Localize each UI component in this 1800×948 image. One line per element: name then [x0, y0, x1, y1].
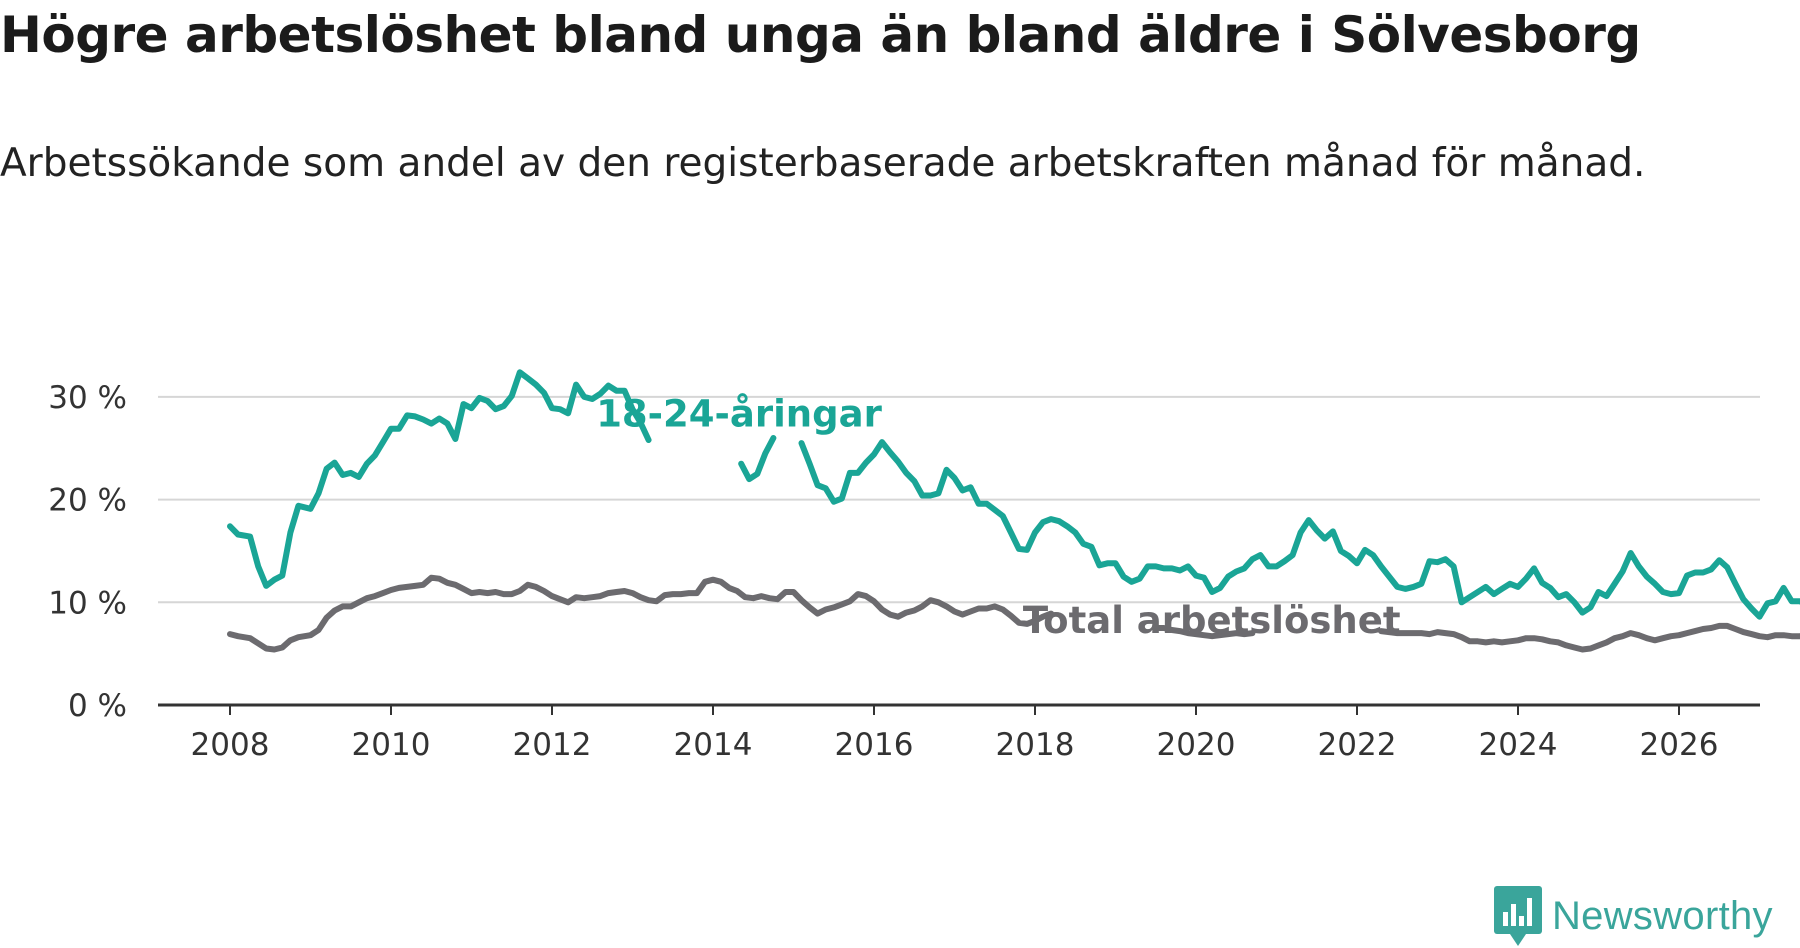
series-line-total: [227, 574, 1055, 653]
series-label-youth: 18-24-åringar: [596, 392, 882, 435]
series-line-youth: [738, 435, 777, 483]
y-tick-label: 0 %: [68, 688, 127, 724]
y-tick-label: 10 %: [48, 585, 127, 621]
x-tick-label: 2026: [1640, 727, 1719, 763]
chart-title: Högre arbetslöshet bland unga än bland ä…: [0, 6, 1641, 64]
x-tick-label: 2020: [1157, 727, 1236, 763]
x-tick-label: 2018: [996, 727, 1075, 763]
x-tick-label: 2022: [1318, 727, 1397, 763]
series-line-total: [1152, 625, 1256, 640]
brand-logo: Newsworthy: [1494, 886, 1773, 946]
x-tick-label: 2016: [835, 727, 914, 763]
chart-subtitle: Arbetssökande som andel av den registerb…: [0, 141, 1646, 186]
series-line-total: [1378, 622, 1800, 653]
newsworthy-logo-icon: [1494, 886, 1542, 946]
x-tick-label: 2014: [674, 727, 753, 763]
series-line-youth: [227, 369, 652, 589]
x-tick-label: 2008: [191, 727, 270, 763]
x-tick-label: 2010: [352, 727, 431, 763]
series-lines: [227, 369, 1800, 653]
series-line-youth: [798, 439, 1800, 620]
y-axis-ticks: 0 % 10 % 20 % 30 %: [48, 380, 127, 724]
y-tick-label: 30 %: [48, 380, 127, 416]
x-tick-label: 2024: [1479, 727, 1558, 763]
x-axis-ticks: 2008 2010 2012 2014 2016 2018 2020 2022 2024 2026: [191, 705, 1719, 763]
x-tick-label: 2012: [513, 727, 592, 763]
brand-name: Newsworthy: [1552, 893, 1773, 938]
series-labels: 18-24-åringar Total arbetslöshet: [596, 392, 1400, 641]
gridlines: [158, 395, 1760, 707]
y-tick-label: 20 %: [48, 483, 127, 519]
series-label-total: Total arbetslöshet: [1023, 599, 1401, 642]
